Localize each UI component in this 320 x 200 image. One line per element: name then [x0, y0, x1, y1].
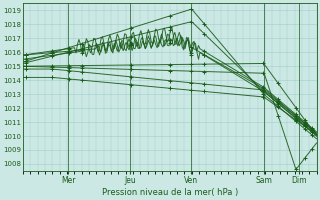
X-axis label: Pression niveau de la mer( hPa ): Pression niveau de la mer( hPa ) [101, 188, 238, 197]
